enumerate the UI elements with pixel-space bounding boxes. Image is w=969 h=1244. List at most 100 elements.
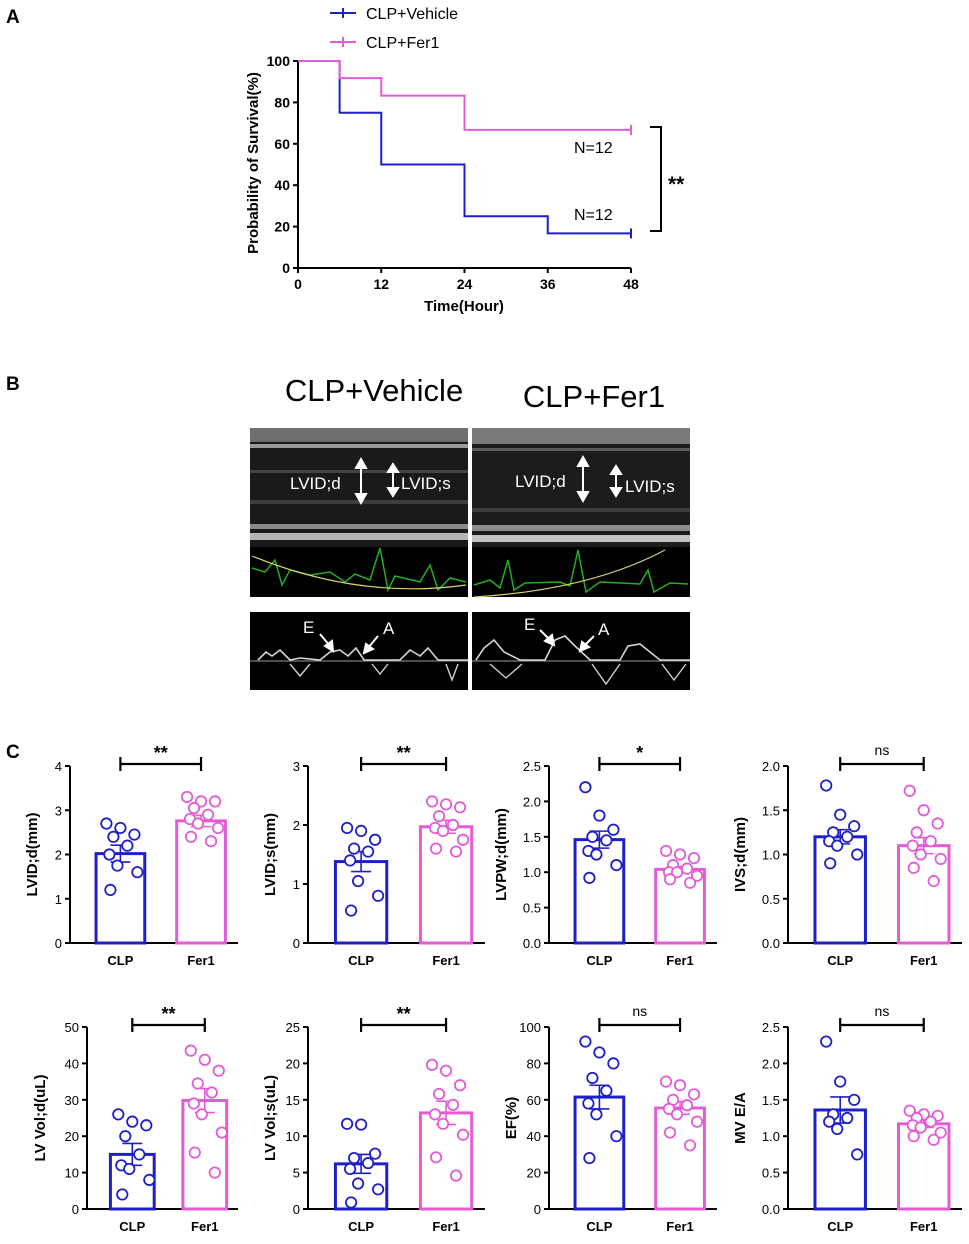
data-point-clp [123, 1162, 136, 1176]
doppler-label-e-vehicle: E [303, 618, 314, 637]
bar-chart-8: 0.0 0.5 1.0 1.5 2.0 2.5 MV E/A CLP Fer1 ns [732, 1003, 962, 1234]
data-point-fer1 [914, 848, 927, 861]
bar-y-tick-label: 1.0 [762, 1129, 780, 1144]
data-point-clp [820, 1035, 833, 1048]
mmode-label-lvidd-vehicle: LVID;d [290, 474, 341, 493]
bar-y-tick-label: 2 [55, 848, 62, 863]
bar-y-tick-label: 25 [286, 1020, 300, 1035]
bar-y-axis-label: LVPW;d(mm) [493, 808, 510, 901]
data-point-fer1 [927, 874, 940, 888]
data-point-fer1 [425, 1058, 439, 1071]
data-point-clp [114, 821, 127, 835]
data-point-fer1 [680, 1099, 694, 1112]
data-point-fer1 [683, 1139, 697, 1152]
echo-title-vehicle: CLP+Vehicle [285, 373, 463, 408]
bar-y-tick-label: 0 [55, 936, 62, 951]
bar-fer1 [175, 819, 227, 945]
data-point-fer1 [903, 784, 916, 797]
data-point-clp [851, 1148, 864, 1161]
bar-y-tick-label: 3 [293, 759, 300, 774]
data-point-clp [107, 830, 120, 843]
category-label-clp: CLP [827, 1219, 853, 1234]
echo-title-fer1: CLP+Fer1 [523, 379, 665, 414]
data-point-fer1 [436, 1117, 450, 1130]
bar-y-tick-label: 2.0 [523, 794, 541, 809]
data-point-clp [610, 1130, 623, 1143]
bar-y-tick-label: 2.5 [523, 759, 541, 774]
data-point-clp [851, 848, 864, 861]
significance-bracket [650, 126, 662, 232]
data-point-clp [344, 1196, 358, 1209]
panel-label-b: B [6, 374, 20, 395]
bar-chart-6: 0 5 10 15 20 25 LV Vol;s(uL) CLP Fer1 ** [262, 1004, 485, 1234]
data-point-fer1 [687, 1088, 701, 1101]
category-label-clp: CLP [827, 953, 853, 968]
data-point-fer1 [683, 876, 697, 889]
bar-y-tick-label: 0.0 [762, 936, 780, 951]
bar-y-axis-label: IVS;d(mm) [732, 817, 749, 892]
data-point-clp [824, 857, 837, 870]
data-point-fer1 [204, 835, 218, 848]
mmode-label-lvids-vehicle: LVID;s [401, 474, 451, 493]
bar-y-tick-label: 1.5 [762, 1093, 780, 1108]
data-point-fer1 [215, 1126, 228, 1139]
data-point-clp [361, 1157, 375, 1170]
data-point-fer1 [659, 1075, 673, 1088]
data-point-fer1 [690, 869, 704, 882]
bar-y-tick-label: 4 [55, 759, 62, 774]
category-label-fer1: Fer1 [187, 953, 214, 968]
data-point-fer1 [910, 826, 923, 839]
data-point-clp [133, 1148, 146, 1161]
bar-y-tick-label: 0 [293, 1202, 300, 1217]
mmode-image-fer1 [472, 428, 690, 598]
data-point-fer1 [917, 804, 930, 817]
category-label-fer1: Fer1 [432, 953, 459, 968]
data-point-fer1 [184, 830, 198, 843]
data-point-clp [582, 1097, 595, 1110]
data-point-clp [371, 889, 385, 902]
category-label-fer1: Fer1 [191, 1219, 218, 1234]
bar-y-tick-label: 2.5 [762, 1020, 780, 1035]
data-point-fer1 [425, 795, 439, 808]
data-point-fer1 [436, 824, 450, 838]
data-point-fer1 [663, 873, 677, 886]
data-point-fer1 [188, 1146, 201, 1159]
data-point-fer1 [456, 1128, 470, 1141]
bar-y-tick-label: 0 [293, 936, 300, 951]
survival-y-tick-label: 0 [282, 260, 290, 276]
data-point-clp [100, 817, 113, 830]
yellow-trace-vehicle [251, 555, 467, 590]
data-point-fer1 [663, 1126, 677, 1139]
bar-y-tick-label: 1.5 [762, 803, 780, 818]
legend-label-fer1: CLP+Fer1 [366, 35, 439, 52]
survival-y-tick-label: 80 [274, 94, 290, 110]
data-point-clp [340, 1117, 354, 1130]
data-point-fer1 [432, 810, 446, 823]
data-point-clp [834, 1075, 847, 1088]
bar-y-tick-label: 2.0 [762, 759, 780, 774]
bar-y-axis-label: LVID;d(mm) [24, 813, 41, 897]
doppler-arrows [319, 629, 595, 655]
panel-label-a: A [6, 7, 20, 28]
bar-y-axis-label: LV Vol;s(uL) [262, 1075, 279, 1161]
data-point-fer1 [211, 821, 225, 835]
bar-y-tick-label: 40 [527, 1129, 541, 1144]
category-label-fer1: Fer1 [666, 953, 693, 968]
data-point-fer1 [212, 1064, 225, 1077]
data-point-fer1 [446, 818, 460, 832]
data-point-fer1 [914, 1121, 927, 1134]
bar-y-tick-label: 20 [527, 1166, 541, 1181]
bar-y-tick-label: 20 [286, 1056, 300, 1071]
data-point-fer1 [673, 848, 687, 861]
survival-line-vehicle [298, 60, 631, 235]
bar-y-tick-label: 0.5 [523, 901, 541, 916]
data-point-fer1 [180, 790, 194, 804]
bar-y-tick-label: 50 [65, 1020, 79, 1035]
data-point-clp [823, 1115, 836, 1128]
data-point-fer1 [934, 1126, 947, 1139]
bar-y-tick-label: 5 [293, 1166, 300, 1181]
data-point-fer1 [907, 861, 920, 874]
survival-x-tick-label: 48 [623, 276, 639, 292]
n-label-vehicle: N=12 [574, 207, 613, 224]
bar-chart-1: 0 1 2 3 4 LVID;d(mm) CLP Fer1 ** [24, 743, 238, 968]
